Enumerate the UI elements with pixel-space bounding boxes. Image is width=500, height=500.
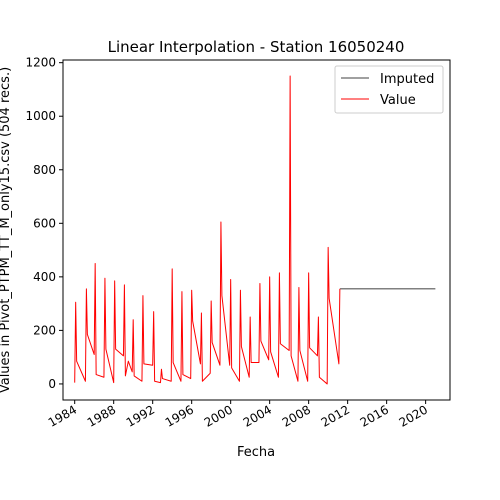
- x-tick-label: 2004: [241, 402, 274, 429]
- x-tick-label: 2012: [319, 402, 352, 429]
- x-tick-label: 1988: [85, 402, 118, 429]
- plot-area: [62, 59, 451, 401]
- y-tick-label: 1200: [25, 56, 56, 70]
- y-tick-label: 1000: [25, 109, 56, 123]
- y-tick-label: 800: [33, 163, 56, 177]
- x-axis-label: Fecha: [237, 445, 275, 460]
- x-tick-label: 1996: [163, 402, 196, 429]
- y-axis-label: Values in Pivot_PTPM_TT_M_only15.csv (50…: [0, 67, 13, 393]
- y-tick-label: 600: [33, 216, 56, 230]
- legend: Imputed Value: [334, 65, 444, 114]
- x-tick-label: 1992: [124, 402, 157, 429]
- x-tick-label: 2016: [358, 402, 391, 429]
- y-tick-label: 400: [33, 270, 56, 284]
- chart-title: Linear Interpolation - Station 16050240: [108, 38, 405, 56]
- y-tick-label: 200: [33, 323, 56, 337]
- series-line-value: [74, 75, 341, 385]
- legend-label-imputed: Imputed: [380, 72, 434, 87]
- x-tick-label: 2008: [280, 402, 313, 429]
- x-axis: 1984 1988 1992 1996 2000 2004 2008 2012 2016 2020: [46, 400, 430, 430]
- y-tick-label: 0: [48, 377, 56, 391]
- x-tick-label: 2000: [202, 402, 235, 429]
- x-tick-label: 2020: [397, 402, 430, 429]
- series-group: [74, 75, 436, 385]
- legend-label-value: Value: [380, 93, 416, 108]
- x-tick-label: 1984: [46, 402, 79, 429]
- y-axis: 0 200 400 600 800 1000 1200: [25, 56, 63, 391]
